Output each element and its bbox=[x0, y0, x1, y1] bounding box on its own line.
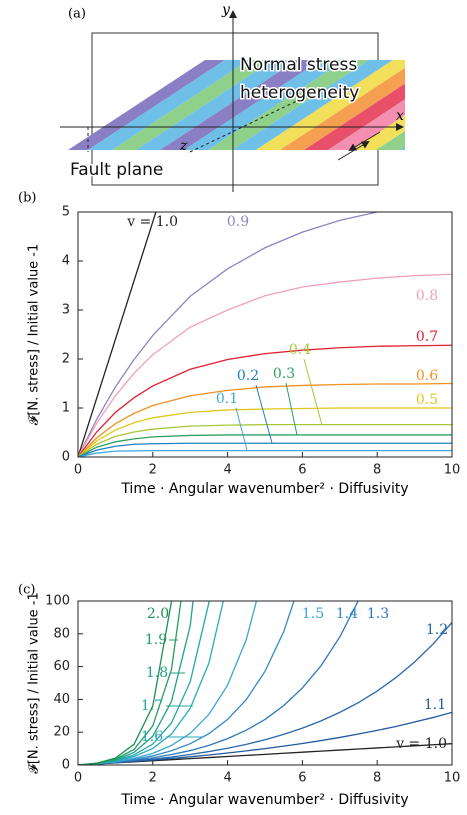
stripe bbox=[424, 60, 467, 150]
x-tick-label: 0 bbox=[74, 771, 82, 786]
label-leader bbox=[285, 382, 298, 436]
series-label: v = 1.0 bbox=[395, 736, 447, 752]
stripe bbox=[448, 60, 467, 150]
series-label: 1.4 bbox=[336, 606, 358, 622]
x-tick-label: 8 bbox=[373, 463, 381, 478]
y-tick-label: 1 bbox=[62, 401, 70, 416]
series-line bbox=[78, 601, 182, 765]
y-tick-label: 40 bbox=[53, 692, 70, 707]
panel-label: (b) bbox=[18, 191, 36, 206]
z-axis bbox=[189, 89, 321, 153]
series-label: v = 1.0 bbox=[126, 214, 178, 230]
x-tick-label: 8 bbox=[373, 771, 381, 786]
series-label: 0.5 bbox=[416, 392, 438, 408]
y-tick-label: 60 bbox=[53, 659, 70, 674]
axis-label: z bbox=[179, 138, 188, 154]
series-line bbox=[78, 622, 452, 765]
series-label: 0.4 bbox=[289, 342, 311, 358]
stripe bbox=[400, 60, 405, 150]
series-line bbox=[78, 601, 194, 765]
series-line bbox=[78, 212, 382, 457]
x-tick-label: 10 bbox=[444, 771, 461, 786]
label-leader bbox=[303, 358, 323, 426]
series-label: 0.8 bbox=[416, 288, 438, 304]
label-leader bbox=[235, 407, 248, 451]
annotation: Fault plane bbox=[70, 160, 163, 180]
x-tick-label: 4 bbox=[223, 463, 231, 478]
x-axis-title: Time · Angular wavenumber² · Diffusivity bbox=[120, 481, 408, 497]
plot-frame bbox=[77, 211, 453, 458]
y-axis-title: 𝓕[N. stress] / Initial value -1 bbox=[27, 244, 42, 426]
panel-label: (a) bbox=[68, 7, 86, 22]
series-line bbox=[78, 424, 452, 457]
label-leader bbox=[255, 384, 273, 444]
x-tick-label: 6 bbox=[298, 771, 306, 786]
series-label: 0.1 bbox=[216, 391, 238, 407]
annotation: Normal stress bbox=[240, 55, 357, 75]
series-line bbox=[78, 442, 452, 457]
y-tick-label: 3 bbox=[62, 303, 70, 318]
plot-frame bbox=[77, 600, 453, 766]
x-axis-title: Time · Angular wavenumber² · Diffusivity bbox=[120, 792, 408, 808]
x-tick-label: 0 bbox=[74, 463, 82, 478]
x-tick-label: 2 bbox=[149, 771, 157, 786]
series-line bbox=[78, 212, 157, 457]
series-line bbox=[78, 382, 452, 457]
series-label: 0.2 bbox=[237, 368, 259, 384]
series-line bbox=[78, 601, 173, 765]
y-tick-label: 5 bbox=[62, 205, 70, 220]
y-tick-label: 0 bbox=[62, 450, 70, 465]
series-label: 1.3 bbox=[367, 606, 389, 622]
x-tick-label: 4 bbox=[223, 771, 231, 786]
series-label: 1.2 bbox=[426, 622, 448, 638]
series-label: 1.5 bbox=[302, 606, 324, 622]
series-line bbox=[78, 273, 452, 457]
x-tick-label: 2 bbox=[149, 463, 157, 478]
series-line bbox=[78, 407, 452, 457]
series-label: 0.3 bbox=[273, 366, 295, 382]
panel-a: (a) y x z Normal stress heterogeneity Fa… bbox=[60, 2, 467, 192]
series-line bbox=[78, 344, 452, 457]
series-label: 1.9 bbox=[145, 632, 167, 648]
panel-label: (c) bbox=[18, 583, 35, 598]
series-label: 0.6 bbox=[416, 368, 438, 384]
y-tick-label: 2 bbox=[62, 352, 70, 367]
axis-label: x bbox=[396, 108, 404, 124]
axis-label: y bbox=[221, 2, 231, 18]
x-tick-label: 10 bbox=[444, 463, 461, 478]
series-line bbox=[78, 434, 452, 457]
series-label: 0.7 bbox=[416, 329, 438, 345]
annotation: heterogeneity bbox=[240, 83, 359, 103]
x-tick-label: 6 bbox=[298, 463, 306, 478]
y-tick-label: 20 bbox=[53, 725, 70, 740]
series-label: 2.0 bbox=[147, 606, 169, 622]
y-tick-label: 100 bbox=[45, 594, 70, 609]
slip-arrow bbox=[348, 131, 381, 152]
series-label: 1.8 bbox=[146, 665, 168, 681]
y-tick-label: 80 bbox=[53, 626, 70, 641]
y-axis-title: 𝓕[N. stress] / Initial value -1 bbox=[27, 592, 42, 774]
y-tick-label: 0 bbox=[62, 758, 70, 773]
series-label: 1.1 bbox=[424, 697, 446, 713]
series-label: 0.9 bbox=[227, 214, 249, 230]
series-line bbox=[78, 449, 452, 457]
y-tick-label: 4 bbox=[62, 254, 70, 269]
